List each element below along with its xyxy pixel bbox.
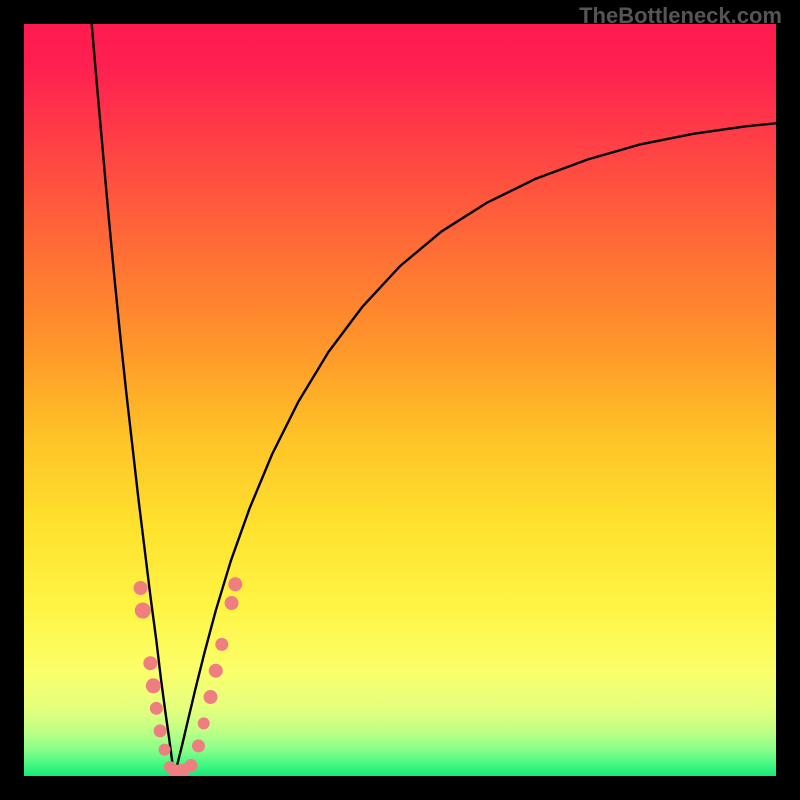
plot-area	[24, 24, 776, 776]
data-marker	[154, 725, 166, 737]
frame-border-left	[0, 0, 12, 800]
data-marker	[150, 702, 162, 714]
data-marker	[135, 603, 150, 618]
data-marker	[229, 578, 242, 591]
canvas: TheBottleneck.com	[0, 0, 800, 800]
data-marker	[216, 638, 228, 650]
data-marker	[134, 582, 147, 595]
data-marker	[185, 759, 197, 771]
bottleneck-curve	[92, 24, 776, 776]
data-marker	[159, 744, 170, 755]
data-marker	[144, 657, 157, 670]
data-marker	[204, 691, 217, 704]
data-marker	[198, 718, 209, 729]
marker-group	[134, 578, 242, 776]
frame-border-bottom	[0, 788, 800, 800]
data-marker	[209, 664, 222, 677]
data-marker	[146, 679, 160, 693]
plot-overlay	[24, 24, 776, 776]
frame-border-right	[788, 0, 800, 800]
data-marker	[192, 740, 204, 752]
watermark-text: TheBottleneck.com	[579, 3, 782, 29]
data-marker	[225, 597, 238, 610]
